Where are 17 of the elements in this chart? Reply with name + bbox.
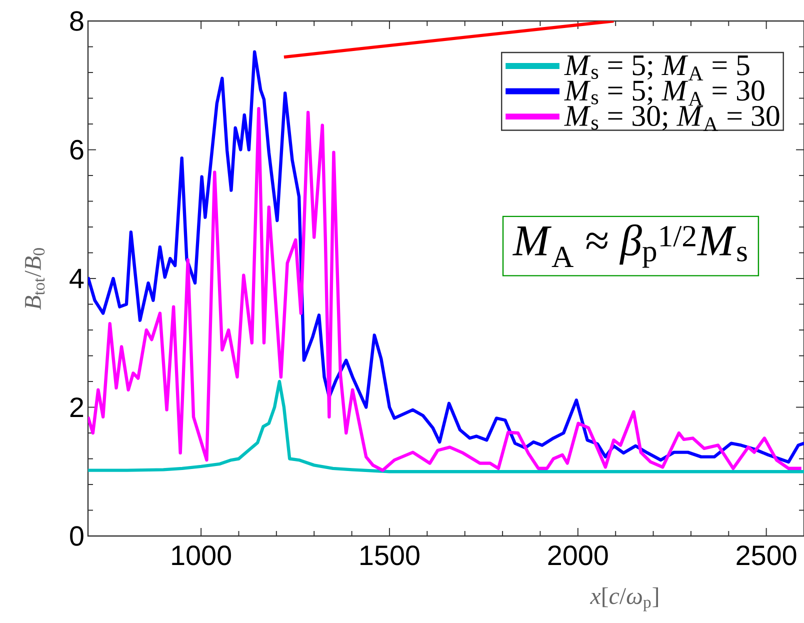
y-tick-label: 4 (70, 268, 84, 288)
x-axis-title: x[c/ω$_{p}$] (590, 587, 658, 612)
line-series (88, 50, 804, 464)
legend-label: M$_{s}$ = 5; M$_{A}$ = 30 (564, 80, 764, 106)
x-tick-label: 2000 (548, 546, 608, 566)
legend-label: M$_{s}$ = 5; M$_{A}$ = 5 (564, 55, 750, 80)
y-tick-label: 2 (70, 398, 84, 417)
y-tick-label: 6 (70, 140, 84, 160)
legend-label: M$_{s}$ = 30; M$_{A}$ = 30 (564, 106, 780, 132)
y-tick-label: 8 (70, 11, 84, 31)
x-tick-label: 1500 (360, 546, 420, 566)
x-tick-label: 2500 (736, 546, 796, 566)
y-tick-label: 0 (70, 526, 84, 546)
x-tick-label: 1000 (172, 546, 231, 566)
line-series (88, 106, 803, 472)
y-axis-title: B$_{tot}$/B$_{0}$ (24, 248, 45, 310)
annotation: M$_{A}$ ≈ β$_{p}$$^{1/2}$M$_{s}$ (512, 224, 747, 268)
